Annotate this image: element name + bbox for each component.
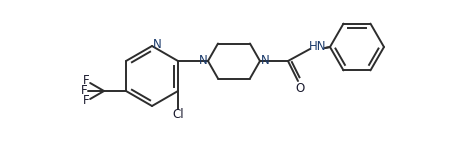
Text: F: F [83,94,89,108]
Text: O: O [295,81,305,94]
Text: N: N [199,54,207,68]
Text: F: F [83,75,89,87]
Text: F: F [81,84,87,98]
Text: N: N [260,54,269,68]
Text: N: N [153,39,161,51]
Text: Cl: Cl [172,108,184,122]
Text: HN: HN [309,39,327,52]
